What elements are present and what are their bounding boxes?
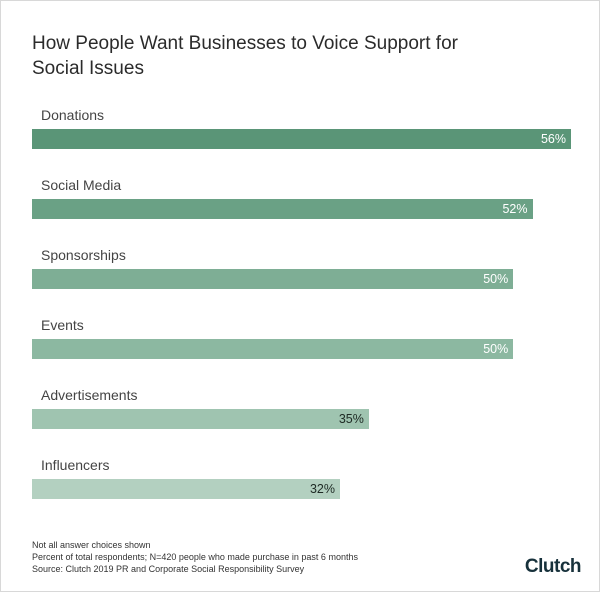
value-label: 52%	[502, 202, 528, 216]
chart-title: How People Want Businesses to Voice Supp…	[32, 33, 458, 79]
bar	[32, 479, 340, 499]
category-label: Social Media	[41, 177, 122, 193]
footnotes: Not all answer choices shown Percent of t…	[32, 539, 358, 575]
category-label: Events	[41, 317, 84, 333]
value-label: 50%	[483, 272, 509, 286]
bar	[32, 339, 514, 359]
footnote: Source: Clutch 2019 PR and Corporate Soc…	[32, 564, 305, 574]
bar	[32, 199, 533, 219]
value-label: 56%	[540, 132, 566, 146]
category-label: Influencers	[41, 457, 110, 473]
value-label: 50%	[483, 342, 509, 356]
footnote: Not all answer choices shown	[32, 540, 151, 550]
category-label: Donations	[41, 107, 105, 123]
bar	[32, 269, 514, 289]
bar	[32, 129, 571, 149]
bar	[32, 409, 369, 429]
brand-logo: Clutch	[524, 556, 582, 577]
value-label: 32%	[309, 482, 335, 496]
value-label: 35%	[338, 412, 364, 426]
footnote: Percent of total respondents; N=420 peop…	[32, 552, 358, 562]
category-label: Advertisements	[41, 387, 138, 403]
category-label: Sponsorships	[41, 247, 126, 263]
